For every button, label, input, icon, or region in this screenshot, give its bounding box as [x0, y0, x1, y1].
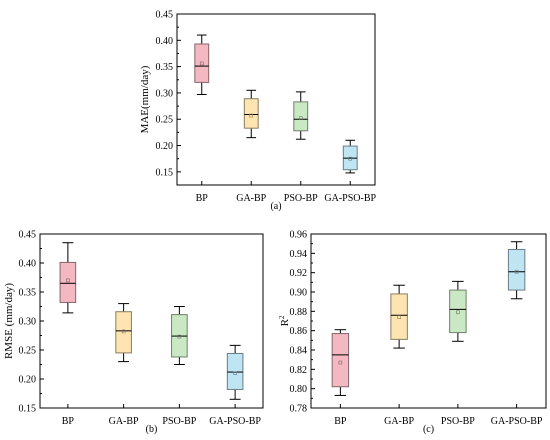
mean-marker — [348, 156, 353, 161]
mean-marker — [177, 334, 182, 339]
mean-marker — [456, 310, 460, 315]
box-bp: BP — [59, 242, 77, 427]
y-tick-label: 0.40 — [19, 259, 37, 270]
plot-frame — [176, 13, 376, 186]
x-tick-label: BP — [196, 193, 209, 204]
box-pso-bp: PSO-BP — [162, 306, 197, 427]
box-ga-pso-bp: GA-PSO-BP — [324, 139, 377, 204]
mean-marker — [397, 315, 401, 319]
box-ga-bp: GA-BP — [384, 284, 415, 427]
y-axis-label: R2 — [278, 315, 291, 326]
x-tick-label: PSO-BP — [162, 416, 196, 427]
x-tick-label: GA-PSO-BP — [491, 416, 543, 427]
x-tick-label: GA-PSO-BP — [324, 193, 376, 204]
panel-label: (b) — [146, 424, 158, 435]
y-tick-label: 0.45 — [19, 230, 37, 241]
box-bp: BP — [194, 34, 210, 204]
y-tick-label: 0.96 — [290, 230, 308, 241]
x-tick-label: PSO-BP — [441, 416, 475, 427]
y-tick-label: 0.80 — [290, 384, 308, 395]
y-tick-label: 0.20 — [156, 141, 174, 152]
y-tick-label: 0.90 — [290, 288, 308, 299]
y-tick-label: 0.40 — [156, 36, 174, 47]
x-tick-label: BP — [62, 416, 75, 427]
x-tick-label: GA-PSO-BP — [209, 416, 261, 427]
y-axis-label: RMSE (mm/day) — [3, 283, 15, 359]
y-tick-label: 0.86 — [290, 326, 308, 337]
mean-marker — [121, 329, 126, 334]
panel-label: (a) — [270, 201, 281, 212]
y-tick-label: 0.35 — [19, 288, 37, 299]
panel-label: (c) — [423, 424, 434, 435]
box-body — [194, 43, 210, 83]
box-body — [449, 289, 467, 334]
y-tick-label: 0.30 — [156, 88, 174, 99]
panel-1: 0.15 0.20 0.25 0.30 0.35 0.40 0.45 MAE(mm/day) B… — [139, 10, 377, 213]
box-body — [331, 333, 350, 388]
y-tick-label: 0.15 — [156, 167, 174, 178]
mean-marker — [338, 360, 343, 365]
y-axis-label: MAE(mm/day) — [139, 65, 151, 133]
x-tick-label: GA-BP — [384, 416, 414, 427]
y-tick-label: 0.25 — [156, 115, 174, 126]
box-ga-bp: GA-BP — [236, 89, 267, 204]
y-tick-label: 0.20 — [19, 375, 37, 386]
y-tick-label: 0.88 — [290, 307, 308, 318]
mean-marker — [233, 371, 237, 376]
mean-marker — [249, 113, 254, 118]
y-tick-label: 0.35 — [156, 62, 174, 73]
y-tick-label: 0.15 — [19, 404, 37, 415]
box-body — [115, 311, 132, 354]
box-body — [293, 101, 309, 132]
x-tick-label: PSO-BP — [284, 193, 318, 204]
x-tick-label: GA-BP — [109, 416, 139, 427]
mean-marker — [514, 269, 519, 274]
y-tick-label: 0.84 — [290, 346, 308, 357]
box-body — [59, 261, 77, 303]
box-bp: BP — [331, 329, 350, 427]
y-tick-label: 0.30 — [19, 317, 37, 328]
y-tick-label: 0.45 — [156, 10, 174, 21]
x-tick-label: GA-BP — [236, 193, 266, 204]
box-ga-pso-bp: GA-PSO-BP — [491, 241, 543, 427]
x-tick-label: BP — [334, 416, 347, 427]
mean-marker — [199, 61, 204, 66]
y-axis-label-superscript: 2 — [278, 315, 286, 319]
box-pso-bp: PSO-BP — [284, 91, 318, 204]
mean-marker — [66, 278, 70, 283]
box-body — [243, 98, 259, 129]
y-tick-label: 0.82 — [290, 365, 308, 376]
panel-2: 0.15 0.20 0.25 0.30 0.35 0.40 0.45 RMSE (mm/day… — [3, 230, 264, 435]
panel-3: 0.78 0.80 0.82 0.84 0.86 0.88 0.90 0.92 0.94 0.96… — [278, 230, 547, 435]
mean-marker — [298, 116, 303, 120]
y-tick-label: 0.92 — [290, 268, 308, 279]
box-ga-bp: GA-BP — [109, 303, 139, 427]
y-tick-label: 0.78 — [290, 404, 308, 415]
box-body — [507, 248, 526, 291]
y-tick-label: 0.25 — [19, 346, 37, 357]
y-tick-label: 0.94 — [290, 249, 308, 260]
box-pso-bp: PSO-BP — [441, 280, 475, 427]
box-body — [390, 293, 408, 340]
box-ga-pso-bp: GA-PSO-BP — [209, 344, 261, 427]
